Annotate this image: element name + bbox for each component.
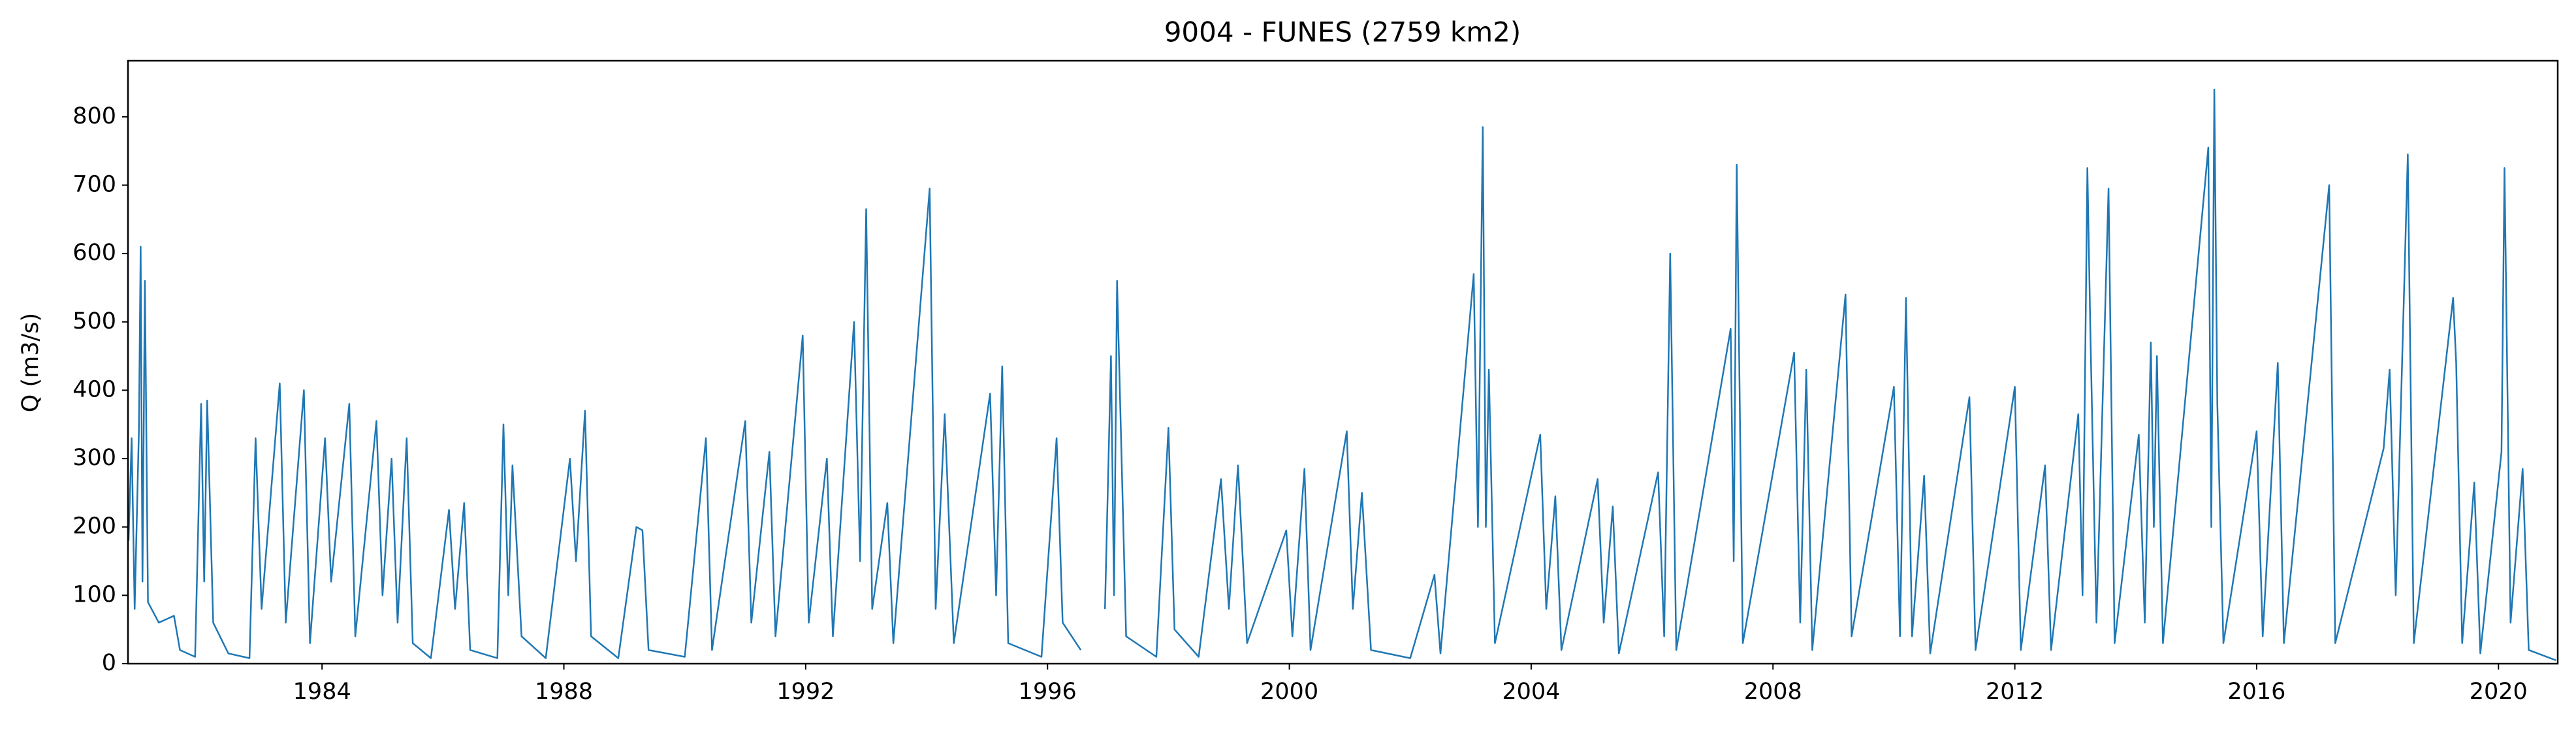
y-tick-label: 700 <box>72 171 116 197</box>
x-tick-label: 1996 <box>1019 679 1077 705</box>
x-tick-label: 2008 <box>1744 679 1802 705</box>
y-tick-label: 600 <box>72 240 116 266</box>
y-tick-label: 100 <box>72 581 116 608</box>
x-tick-label: 1984 <box>293 679 351 705</box>
x-tick-label: 2020 <box>2470 679 2528 705</box>
y-tick-label: 300 <box>72 445 116 471</box>
chart-title: 9004 - FUNES (2759 km2) <box>1164 16 1521 48</box>
x-tick-label: 1992 <box>776 679 835 705</box>
y-tick-label: 200 <box>72 513 116 540</box>
y-axis-label: Q (m3/s) <box>18 313 44 412</box>
y-tick-label: 400 <box>72 376 116 402</box>
plot-frame <box>127 59 2559 665</box>
data-line <box>127 88 2556 661</box>
x-tick-label: 2000 <box>1260 679 1318 705</box>
x-tick-label: 2016 <box>2227 679 2285 705</box>
y-tick-label: 500 <box>72 308 116 334</box>
y-tick-label: 800 <box>72 103 116 129</box>
y-tick-label: 0 <box>102 650 116 676</box>
x-tick-label: 2012 <box>1986 679 2044 705</box>
x-tick-label: 1988 <box>535 679 593 705</box>
x-tick-label: 2004 <box>1502 679 1560 705</box>
